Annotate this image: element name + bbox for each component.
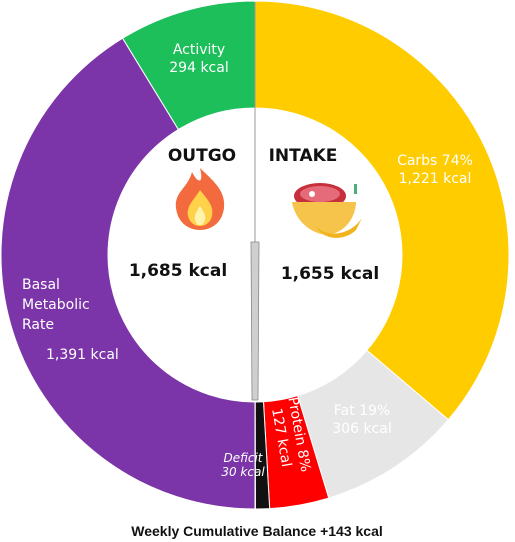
segment-label-deficit: Deficit 30 kcal xyxy=(221,451,265,479)
segment-label-line: Basal xyxy=(22,277,60,293)
segment-label-bmr: Basal Metabolic Rate 1,391 kcal xyxy=(22,277,119,363)
segment-label-carbs: Carbs 74% 1,221 kcal xyxy=(397,153,473,187)
segment-label-line: 1,391 kcal xyxy=(46,347,119,363)
donut-segment-activity xyxy=(121,0,256,131)
outgo-panel: OUTGO 1,685 kcal xyxy=(129,146,236,281)
balance-needle xyxy=(250,241,260,401)
segment-label-fat: Fat 19% 306 kcal xyxy=(332,403,391,437)
intake-title: INTAKE xyxy=(269,146,338,166)
outgo-title: OUTGO xyxy=(168,146,236,166)
food-bowl-icon xyxy=(292,183,362,238)
segment-label-line: 1,221 kcal xyxy=(399,171,472,187)
segment-label-line: Metabolic xyxy=(22,297,90,313)
outgo-total: 1,685 kcal xyxy=(129,261,227,281)
segment-label-line: Carbs 74% xyxy=(397,153,473,169)
segment-label-line: 30 kcal xyxy=(221,465,265,479)
segment-label-line: 294 kcal xyxy=(169,60,228,76)
intake-total: 1,655 kcal xyxy=(281,264,379,284)
segment-label-line: Activity xyxy=(173,42,225,58)
donut-segment-carbs xyxy=(254,0,510,421)
weekly-balance-footer: Weekly Cumulative Balance +143 kcal xyxy=(131,523,383,539)
donut-segments xyxy=(0,0,510,510)
segment-label-line: 306 kcal xyxy=(332,421,391,437)
segment-label-activity: Activity 294 kcal xyxy=(169,42,228,76)
segment-label-line: Rate xyxy=(22,317,54,333)
intake-panel: INTAKE 1,655 kcal xyxy=(269,146,380,284)
donut-segment-bmr xyxy=(0,37,256,510)
fire-icon xyxy=(175,168,225,230)
segment-label-line: Deficit xyxy=(223,451,263,465)
segment-label-line: Fat 19% xyxy=(334,403,390,419)
